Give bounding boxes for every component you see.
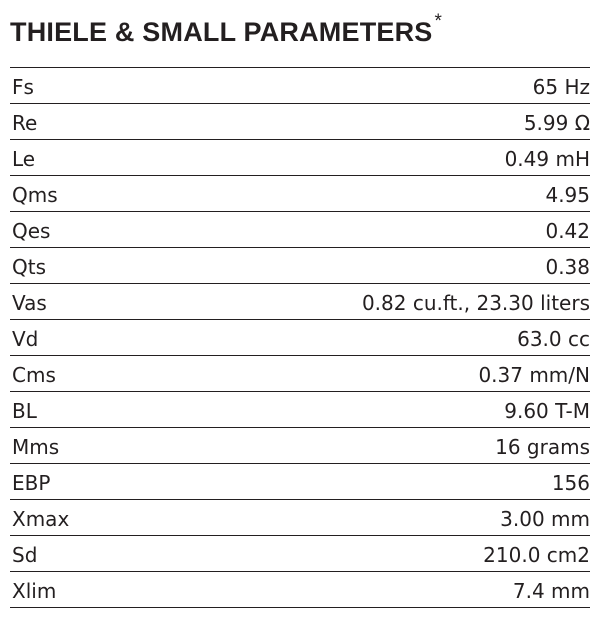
parameters-sheet: THIELE & SMALL PARAMETERS * Fs 65 Hz Re 5.9… <box>10 0 590 608</box>
param-label: Vas <box>12 290 47 315</box>
param-value: 0.49 mH <box>504 146 590 171</box>
param-value: 0.37 mm/N <box>478 362 590 387</box>
param-value: 5.99 Ω <box>523 110 590 135</box>
param-value: 9.60 T-M <box>504 398 590 423</box>
param-label: EBP <box>12 470 51 495</box>
table-row: Fs 65 Hz <box>10 68 590 104</box>
param-label: BL <box>12 398 37 423</box>
table-row: Qts 0.38 <box>10 248 590 284</box>
table-row: Qes 0.42 <box>10 212 590 248</box>
param-label: Qts <box>12 254 47 279</box>
param-value: 16 grams <box>495 434 590 459</box>
param-value: 3.00 mm <box>500 506 590 531</box>
param-label: Re <box>12 110 38 135</box>
table-row: Vas 0.82 cu.ft., 23.30 liters <box>10 284 590 320</box>
table-row: Sd 210.0 cm2 <box>10 536 590 572</box>
param-value: 0.42 <box>545 218 590 243</box>
param-value: 7.4 mm <box>512 578 590 603</box>
title-text: THIELE & SMALL PARAMETERS <box>10 17 433 47</box>
param-value: 210.0 cm2 <box>483 542 590 567</box>
param-label: Xmax <box>12 506 70 531</box>
param-value: 0.38 <box>545 254 590 279</box>
param-label: Vd <box>12 326 39 351</box>
table-row: Xmax 3.00 mm <box>10 500 590 536</box>
table-row: Le 0.49 mH <box>10 140 590 176</box>
param-label: Qms <box>12 182 58 207</box>
param-label: Xlim <box>12 578 57 603</box>
table-row: Re 5.99 Ω <box>10 104 590 140</box>
param-label: Sd <box>12 542 38 567</box>
param-label: Le <box>12 146 36 171</box>
table-row: Qms 4.95 <box>10 176 590 212</box>
param-value: 0.82 cu.ft., 23.30 liters <box>361 290 590 315</box>
parameters-table: Fs 65 Hz Re 5.99 Ω Le 0.49 mH Qms 4.95 Qes 0.… <box>10 67 590 608</box>
table-row: Xlim 7.4 mm <box>10 572 590 608</box>
param-label: Fs <box>12 74 34 99</box>
param-label: Qes <box>12 218 51 243</box>
section-title: THIELE & SMALL PARAMETERS * <box>10 0 590 56</box>
param-value: 156 <box>551 470 590 495</box>
param-label: Mms <box>12 434 60 459</box>
table-row: Mms 16 grams <box>10 428 590 464</box>
param-label: Cms <box>12 362 56 387</box>
table-row: EBP 156 <box>10 464 590 500</box>
table-row: Cms 0.37 mm/N <box>10 356 590 392</box>
footnote-asterisk: * <box>434 11 443 32</box>
param-value: 63.0 cc <box>517 326 590 351</box>
param-value: 65 Hz <box>532 74 590 99</box>
param-value: 4.95 <box>545 182 590 207</box>
table-row: Vd 63.0 cc <box>10 320 590 356</box>
table-row: BL 9.60 T-M <box>10 392 590 428</box>
